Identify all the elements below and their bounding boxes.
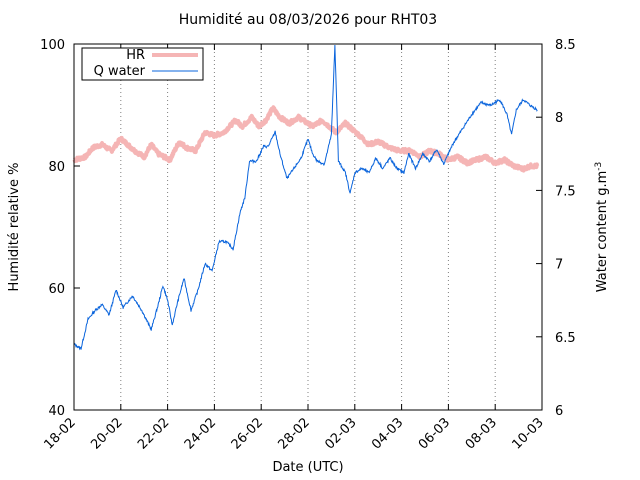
y-right-axis-label: Water content g.m-3 [594, 162, 610, 293]
x-tick-label: 10-03 [510, 415, 547, 452]
x-tick-labels: 18-02 20-02 22-02 24-02 26-02 28-02 02-03 04-03… [42, 415, 547, 452]
x-axis-label: Date (UTC) [272, 460, 343, 475]
series-line-hr [72, 105, 540, 173]
plot-frame [73, 43, 543, 411]
y-left-tick-labels: 40 60 80 100 [40, 38, 65, 419]
x-tick-label: 08-03 [463, 415, 500, 452]
axis-ticks [73, 43, 543, 411]
grid-lines [120, 44, 496, 410]
x-tick-label: 24-02 [182, 415, 219, 452]
x-tick-label: 28-02 [276, 415, 313, 452]
series-q-water [73, 44, 538, 351]
chart-title: Humidité au 08/03/2026 pour RHT03 [179, 12, 437, 28]
x-tick-label: 02-03 [322, 415, 359, 452]
legend-label-q-water: Q water [94, 64, 146, 79]
y-left-tick-label: 40 [48, 404, 65, 419]
x-tick-label: 20-02 [88, 415, 125, 452]
y-right-tick-labels: 6 6.5 7 7.5 8 8.5 [555, 38, 576, 419]
y-right-tick-label: 6.5 [555, 331, 576, 346]
y-right-tick-label: 8 [555, 111, 563, 126]
x-tick-label: 26-02 [229, 415, 266, 452]
x-tick-label: 06-03 [416, 415, 453, 452]
legend: HR Q water [81, 47, 204, 81]
series-line-q-water [73, 44, 538, 351]
y-right-tick-label: 7 [555, 258, 563, 273]
y-right-tick-label: 8.5 [555, 38, 576, 53]
x-tick-label: 04-03 [369, 415, 406, 452]
legend-label-hr: HR [126, 48, 145, 63]
y-right-tick-label: 6 [555, 404, 563, 419]
x-tick-label: 22-02 [135, 415, 172, 452]
series-hr [72, 105, 540, 173]
y-left-tick-label: 100 [40, 38, 65, 53]
y-left-tick-label: 60 [48, 282, 65, 297]
y-right-tick-label: 7.5 [555, 184, 576, 199]
x-tick-label: 18-02 [42, 415, 79, 452]
y-left-axis-label: Humidité relative % [7, 163, 22, 292]
y-left-tick-label: 80 [48, 160, 65, 175]
